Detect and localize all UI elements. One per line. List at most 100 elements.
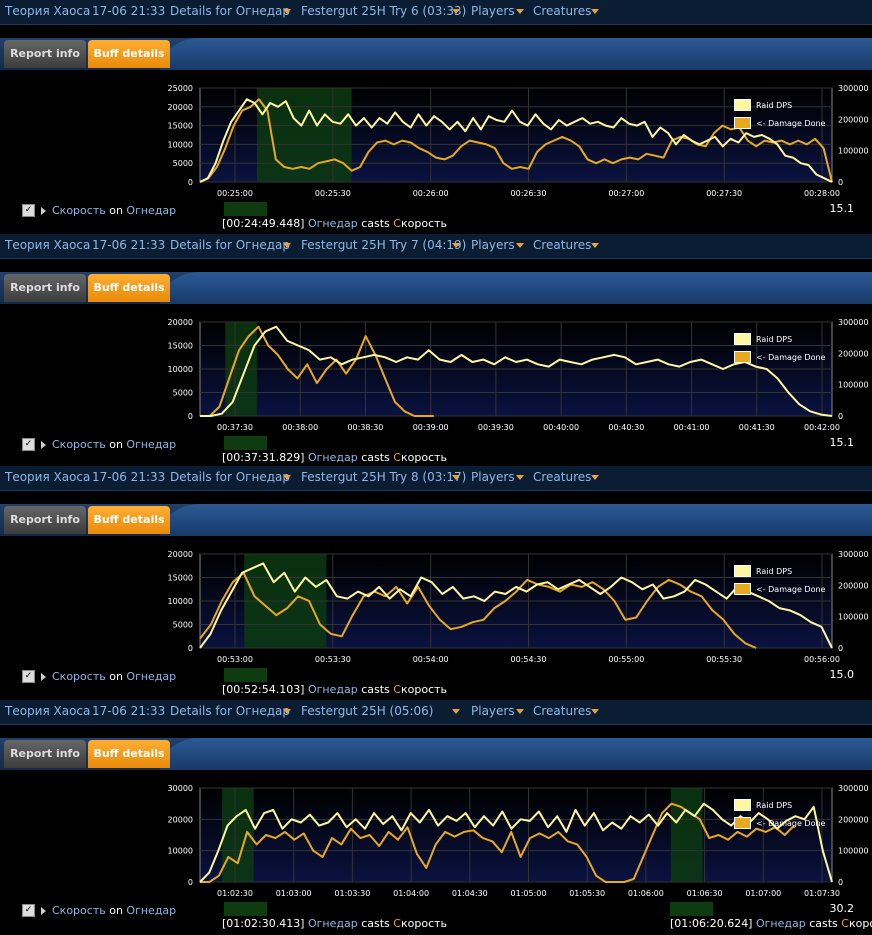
checkbox-icon[interactable]: ✓ (22, 670, 35, 683)
tab-buff-details[interactable]: Buff details (88, 740, 170, 768)
date-link[interactable]: 17-06 21:33 (92, 470, 166, 484)
tab-buff-details[interactable]: Buff details (88, 274, 170, 302)
try-dropdown[interactable]: Festergut 25H Try 6 (03:33) (301, 4, 467, 18)
x-tick-label: 01:03:00 (276, 889, 312, 898)
player-link[interactable]: Огнедар (126, 204, 177, 217)
tab-report-info[interactable]: Report info (4, 740, 86, 768)
details-dropdown[interactable]: Details for Огнедар (170, 704, 290, 718)
checkbox-icon[interactable]: ✓ (22, 438, 35, 451)
details-dropdown[interactable]: Details for Огнедар (170, 4, 290, 18)
creatures-dropdown[interactable]: Creatures (533, 470, 592, 484)
legend-raid-swatch (734, 565, 751, 577)
expand-arrow-icon[interactable] (41, 906, 46, 915)
cast-time: [01:02:30.413] (222, 917, 305, 930)
on-label: on (109, 438, 123, 451)
y-left-tick-label: 0 (188, 412, 193, 421)
guild-link[interactable]: Теория Хаоса (5, 704, 91, 718)
buff-toggle[interactable]: ✓ Скорость on Огнедар (22, 904, 176, 917)
expand-arrow-icon[interactable] (41, 672, 46, 681)
players-dropdown[interactable]: Players (471, 4, 515, 18)
legend-raid: Raid DPS (734, 796, 825, 814)
tab-report-info[interactable]: Report info (4, 274, 86, 302)
x-tick-label: 00:55:00 (608, 655, 644, 664)
player-link[interactable]: Огнедар (126, 438, 177, 451)
chevron-down-icon[interactable] (283, 9, 291, 14)
chevron-down-icon[interactable] (452, 243, 460, 248)
legend-damage-label: <- Damage Done (756, 584, 826, 594)
y-left-tick-label: 5000 (173, 159, 193, 168)
chevron-down-icon[interactable] (283, 243, 291, 248)
details-dropdown[interactable]: Details for Огнедар (170, 470, 290, 484)
try-dropdown[interactable]: Festergut 25H Try 8 (03:17) (301, 470, 467, 484)
player-link[interactable]: Огнедар (126, 670, 177, 683)
uptime-value: 15.1 (829, 436, 855, 449)
chevron-down-icon[interactable] (516, 9, 524, 14)
chevron-down-icon[interactable] (516, 709, 524, 714)
spell-link[interactable]: Скорость (52, 438, 106, 451)
x-tick-label: 01:03:30 (334, 889, 370, 898)
y-left-tick-label: 0 (188, 178, 193, 187)
buff-toggle[interactable]: ✓ Скорость on Огнедар (22, 670, 176, 683)
chevron-down-icon[interactable] (516, 475, 524, 480)
expand-arrow-icon[interactable] (41, 440, 46, 449)
x-tick-label: 00:27:00 (608, 189, 644, 198)
spell-link[interactable]: Скорость (52, 670, 106, 683)
buff-toggle[interactable]: ✓ Скорость on Огнедар (22, 204, 176, 217)
cast-player[interactable]: Огнедар (307, 683, 358, 696)
legend-raid-swatch (734, 799, 751, 811)
tab-report-info[interactable]: Report info (4, 40, 86, 68)
cast-player[interactable]: Огнедар (307, 917, 358, 930)
checkbox-icon[interactable]: ✓ (22, 904, 35, 917)
legend-raid-label: Raid DPS (756, 334, 793, 344)
x-tick-label: 00:39:00 (413, 423, 449, 432)
tab-buff-details[interactable]: Buff details (88, 506, 170, 534)
chevron-down-icon[interactable] (591, 709, 599, 714)
creatures-dropdown[interactable]: Creatures (533, 238, 592, 252)
creatures-dropdown[interactable]: Creatures (533, 4, 592, 18)
chevron-down-icon[interactable] (516, 243, 524, 248)
date-link[interactable]: 17-06 21:33 (92, 4, 166, 18)
chevron-down-icon[interactable] (591, 243, 599, 248)
players-dropdown[interactable]: Players (471, 704, 515, 718)
buff-toggle[interactable]: ✓ Скорость on Огнедар (22, 438, 176, 451)
player-link[interactable]: Огнедар (126, 904, 177, 917)
try-dropdown[interactable]: Festergut 25H Try 7 (04:19) (301, 238, 467, 252)
expand-arrow-icon[interactable] (41, 206, 46, 215)
date-link[interactable]: 17-06 21:33 (92, 704, 166, 718)
cast-player[interactable]: Огнедар (755, 917, 806, 930)
chevron-down-icon[interactable] (452, 9, 460, 14)
spell-link[interactable]: Скорость (52, 204, 106, 217)
guild-link[interactable]: Теория Хаоса (5, 470, 91, 484)
chevron-down-icon[interactable] (452, 475, 460, 480)
x-tick-label: 01:06:00 (628, 889, 664, 898)
guild-link[interactable]: Теория Хаоса (5, 238, 91, 252)
x-tick-label: 00:38:00 (282, 423, 318, 432)
y-right-tick-label: 100000 (838, 147, 869, 156)
dps-chart: 00:37:30 00:38:00 00:38:30 00:39:00 00:39:30… (0, 314, 872, 448)
date-link[interactable]: 17-06 21:33 (92, 238, 166, 252)
spell-link[interactable]: Скорость (52, 904, 106, 917)
report-panel: Теория Хаоса 17-06 21:33 Details for Огн… (0, 700, 872, 934)
tab-report-info[interactable]: Report info (4, 506, 86, 534)
cast-marker (224, 668, 267, 682)
raid-dps-line (199, 802, 833, 883)
cast-marker (224, 436, 267, 450)
players-dropdown[interactable]: Players (471, 470, 515, 484)
chevron-down-icon[interactable] (591, 9, 599, 14)
cast-player[interactable]: Огнедар (307, 217, 358, 230)
guild-link[interactable]: Теория Хаоса (5, 4, 91, 18)
checkbox-icon[interactable]: ✓ (22, 204, 35, 217)
chevron-down-icon[interactable] (591, 475, 599, 480)
try-dropdown[interactable]: Festergut 25H (05:06) (301, 704, 434, 718)
tab-buff-details[interactable]: Buff details (88, 40, 170, 68)
chevron-down-icon[interactable] (283, 475, 291, 480)
y-right-tick-label: 0 (838, 412, 843, 421)
details-dropdown[interactable]: Details for Огнедар (170, 238, 290, 252)
players-dropdown[interactable]: Players (471, 238, 515, 252)
y-left-tick-label: 20000 (168, 318, 193, 327)
creatures-dropdown[interactable]: Creatures (533, 704, 592, 718)
chevron-down-icon[interactable] (283, 709, 291, 714)
on-label: on (109, 204, 123, 217)
cast-player[interactable]: Огнедар (307, 451, 358, 464)
chevron-down-icon[interactable] (452, 709, 460, 714)
